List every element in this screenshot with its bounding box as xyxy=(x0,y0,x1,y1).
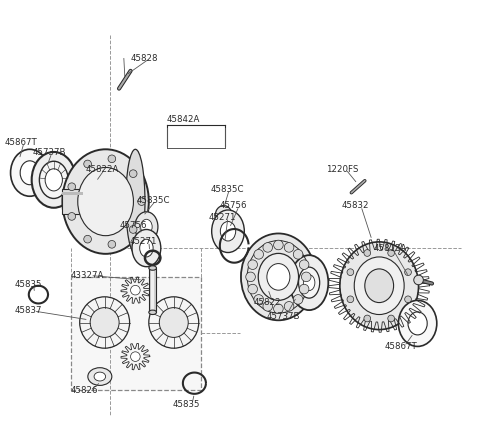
Circle shape xyxy=(388,315,395,322)
Circle shape xyxy=(414,275,423,285)
Ellipse shape xyxy=(149,266,156,270)
Circle shape xyxy=(129,170,137,178)
Bar xyxy=(71,277,201,390)
Circle shape xyxy=(388,250,395,256)
Circle shape xyxy=(300,284,309,294)
Circle shape xyxy=(263,302,273,311)
Circle shape xyxy=(293,249,303,259)
Ellipse shape xyxy=(39,161,68,198)
Ellipse shape xyxy=(20,161,39,185)
Text: 45832: 45832 xyxy=(342,202,369,210)
Circle shape xyxy=(246,272,255,282)
Ellipse shape xyxy=(354,257,404,315)
Ellipse shape xyxy=(408,312,427,335)
Circle shape xyxy=(138,198,145,206)
Circle shape xyxy=(68,213,76,220)
Circle shape xyxy=(284,243,294,252)
Ellipse shape xyxy=(45,169,62,191)
Circle shape xyxy=(254,295,264,304)
Ellipse shape xyxy=(258,253,299,300)
Text: 45842A: 45842A xyxy=(167,115,201,124)
Text: 45822A: 45822A xyxy=(85,165,119,174)
Ellipse shape xyxy=(340,242,419,330)
Circle shape xyxy=(274,240,283,250)
Ellipse shape xyxy=(303,275,315,291)
Text: 45737B: 45737B xyxy=(266,312,300,321)
Ellipse shape xyxy=(140,239,153,257)
Circle shape xyxy=(68,183,76,190)
Circle shape xyxy=(84,235,91,243)
Ellipse shape xyxy=(88,368,112,385)
Circle shape xyxy=(254,249,264,259)
Circle shape xyxy=(131,352,140,361)
Bar xyxy=(149,268,156,312)
Text: 43327A: 43327A xyxy=(71,271,105,280)
Text: 45271: 45271 xyxy=(209,213,236,222)
Ellipse shape xyxy=(241,233,316,320)
Ellipse shape xyxy=(141,219,152,234)
Text: 45867T: 45867T xyxy=(5,138,37,147)
Ellipse shape xyxy=(159,307,188,338)
Text: 45835: 45835 xyxy=(173,400,200,408)
Ellipse shape xyxy=(132,229,161,267)
Ellipse shape xyxy=(62,149,149,254)
Text: 45835: 45835 xyxy=(14,280,42,289)
Circle shape xyxy=(293,295,303,304)
Circle shape xyxy=(347,296,354,303)
Ellipse shape xyxy=(299,267,320,298)
Circle shape xyxy=(301,272,311,282)
Text: 45867T: 45867T xyxy=(385,342,418,351)
Bar xyxy=(62,192,83,195)
Circle shape xyxy=(263,243,273,252)
Circle shape xyxy=(347,269,354,276)
Ellipse shape xyxy=(32,152,76,208)
Text: 45271: 45271 xyxy=(130,237,157,246)
Ellipse shape xyxy=(220,211,228,221)
Ellipse shape xyxy=(80,297,130,348)
Circle shape xyxy=(248,284,257,294)
Ellipse shape xyxy=(220,222,236,241)
Circle shape xyxy=(108,241,116,248)
Circle shape xyxy=(274,304,283,314)
Circle shape xyxy=(131,285,140,295)
Bar xyxy=(62,189,91,214)
Ellipse shape xyxy=(267,264,290,290)
Text: 45813A: 45813A xyxy=(373,245,407,253)
Circle shape xyxy=(108,155,116,163)
Text: 45826: 45826 xyxy=(71,386,98,395)
Ellipse shape xyxy=(212,210,244,253)
Text: 45756: 45756 xyxy=(120,222,147,230)
Text: 45822: 45822 xyxy=(253,298,281,307)
Text: 45835C: 45835C xyxy=(210,185,244,194)
Circle shape xyxy=(284,302,294,311)
Circle shape xyxy=(364,250,371,256)
Circle shape xyxy=(248,260,257,269)
Circle shape xyxy=(129,225,137,233)
Ellipse shape xyxy=(149,310,156,315)
Text: 45835C: 45835C xyxy=(137,196,170,205)
Ellipse shape xyxy=(94,372,106,381)
Ellipse shape xyxy=(78,167,133,236)
Ellipse shape xyxy=(149,297,199,348)
Text: 45737B: 45737B xyxy=(33,148,66,157)
Ellipse shape xyxy=(135,212,158,242)
Ellipse shape xyxy=(90,307,119,338)
Text: 45837: 45837 xyxy=(14,307,42,315)
Circle shape xyxy=(364,315,371,322)
Ellipse shape xyxy=(290,255,328,310)
Circle shape xyxy=(300,260,309,269)
Ellipse shape xyxy=(126,149,145,254)
Ellipse shape xyxy=(365,269,394,303)
Bar xyxy=(151,268,154,312)
Text: 1220FS: 1220FS xyxy=(326,165,359,174)
Text: 45828: 45828 xyxy=(131,54,158,63)
Circle shape xyxy=(405,269,411,276)
Ellipse shape xyxy=(11,149,49,196)
Ellipse shape xyxy=(398,300,437,346)
Circle shape xyxy=(147,233,158,245)
Text: 45756: 45756 xyxy=(220,202,247,210)
Ellipse shape xyxy=(215,206,232,227)
Circle shape xyxy=(405,296,411,303)
Circle shape xyxy=(84,160,91,168)
